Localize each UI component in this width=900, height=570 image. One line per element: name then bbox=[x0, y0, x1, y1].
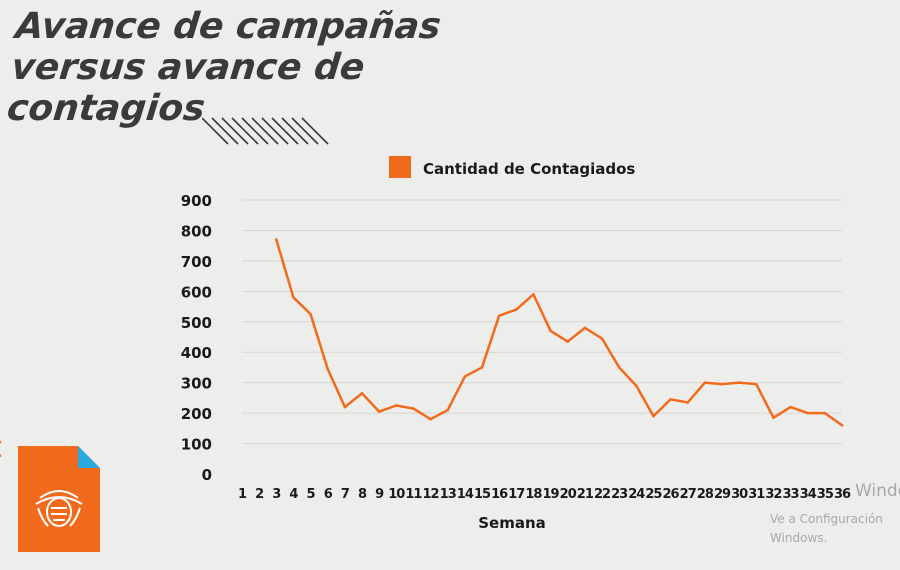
x-tick-label: 34 bbox=[800, 487, 817, 502]
data-point bbox=[343, 405, 347, 409]
data-point bbox=[377, 410, 381, 413]
x-tick-label: 9 bbox=[375, 487, 384, 502]
data-point bbox=[463, 375, 467, 378]
data-point bbox=[326, 367, 330, 371]
data-point bbox=[360, 392, 364, 395]
data-point bbox=[737, 381, 741, 384]
document-logo-icon bbox=[18, 446, 100, 552]
legend-swatch bbox=[389, 156, 411, 178]
data-point bbox=[446, 408, 450, 412]
x-tick-label: 29 bbox=[714, 487, 731, 502]
x-tick-label: 26 bbox=[663, 487, 680, 502]
x-tick-label: 20 bbox=[560, 487, 577, 502]
y-tick-label: 500 bbox=[181, 314, 212, 332]
x-tick-label: 19 bbox=[543, 487, 560, 502]
series-line bbox=[275, 238, 844, 427]
data-point bbox=[669, 398, 672, 401]
windows-activation-watermark: Windo Ve a Configuración Windows. bbox=[770, 482, 900, 548]
x-tick-label: 28 bbox=[697, 487, 714, 502]
x-tick-label: 24 bbox=[628, 487, 645, 502]
legend-label: Cantidad de Contagiados bbox=[423, 160, 635, 178]
data-point bbox=[394, 404, 398, 407]
y-tick-label: 100 bbox=[181, 436, 212, 454]
y-tick-label: 700 bbox=[181, 253, 212, 271]
data-point bbox=[634, 384, 638, 388]
x-tick-label: 11 bbox=[405, 487, 422, 502]
y-tick-label: 900 bbox=[181, 192, 212, 210]
x-tick-label: 8 bbox=[358, 487, 367, 502]
data-point bbox=[429, 417, 432, 421]
data-point bbox=[412, 407, 415, 410]
x-tick-label: 7 bbox=[341, 487, 350, 502]
x-tick-label: 22 bbox=[594, 487, 610, 502]
x-tick-label: 14 bbox=[457, 487, 474, 502]
data-point bbox=[823, 411, 827, 415]
x-tick-label: 33 bbox=[783, 487, 800, 502]
data-point bbox=[532, 293, 535, 296]
x-tick-label: 32 bbox=[765, 487, 781, 502]
data-point bbox=[0, 454, 2, 458]
data-point bbox=[0, 440, 2, 444]
data-point bbox=[840, 423, 844, 427]
x-tick-label: 16 bbox=[491, 487, 508, 502]
watermark-line-3: Windows. bbox=[770, 531, 828, 545]
data-point bbox=[549, 329, 552, 333]
x-tick-label: 4 bbox=[289, 487, 298, 502]
hatch-decoration-icon bbox=[202, 117, 329, 145]
data-point bbox=[789, 405, 792, 409]
x-tick-label: 2 bbox=[255, 487, 263, 502]
x-tick-label: 15 bbox=[474, 487, 491, 502]
x-tick-label: 31 bbox=[748, 487, 765, 502]
x-tick-label: 23 bbox=[611, 487, 628, 502]
data-point bbox=[652, 414, 655, 418]
x-tick-label: 25 bbox=[645, 487, 662, 502]
x-tick-label: 3 bbox=[272, 487, 281, 502]
x-axis-title: Semana bbox=[478, 514, 546, 532]
data-point bbox=[566, 340, 570, 343]
x-tick-label: 5 bbox=[307, 487, 316, 502]
x-tick-label: 13 bbox=[440, 487, 457, 502]
data-point bbox=[703, 381, 707, 384]
data-point bbox=[309, 312, 312, 316]
x-tick-label: 21 bbox=[577, 487, 594, 502]
data-point bbox=[772, 416, 775, 419]
data-point bbox=[480, 366, 484, 369]
x-tick-label: 1 bbox=[238, 487, 247, 502]
data-point bbox=[600, 337, 604, 340]
y-tick-label: 800 bbox=[181, 222, 212, 240]
data-point bbox=[583, 326, 587, 330]
data-point bbox=[514, 308, 518, 311]
y-tick-label: 200 bbox=[181, 405, 212, 423]
watermark-line-2: Ve a Configuración bbox=[770, 512, 883, 526]
x-tick-label: 35 bbox=[817, 487, 834, 502]
x-tick-label: 18 bbox=[525, 487, 542, 502]
data-point bbox=[720, 382, 724, 386]
x-tick-label: 36 bbox=[834, 487, 851, 502]
data-point bbox=[754, 382, 758, 386]
watermark-line-1: Windo bbox=[855, 481, 900, 501]
data-point bbox=[497, 314, 501, 317]
data-point bbox=[274, 238, 278, 241]
y-tick-label: 600 bbox=[181, 283, 212, 301]
x-tick-label: 17 bbox=[508, 487, 525, 502]
y-tick-label: 0 bbox=[202, 466, 212, 484]
x-tick-label: 30 bbox=[731, 487, 748, 502]
data-point bbox=[617, 366, 621, 369]
x-tick-label: 27 bbox=[680, 487, 697, 502]
x-tick-label: 10 bbox=[388, 487, 405, 502]
x-tick-label: 12 bbox=[423, 487, 439, 502]
data-point bbox=[686, 401, 690, 404]
y-tick-label: 300 bbox=[181, 375, 212, 393]
y-tick-label: 400 bbox=[181, 344, 212, 362]
data-point bbox=[292, 296, 295, 299]
x-tick-label: 6 bbox=[324, 487, 333, 502]
data-point bbox=[806, 411, 810, 415]
